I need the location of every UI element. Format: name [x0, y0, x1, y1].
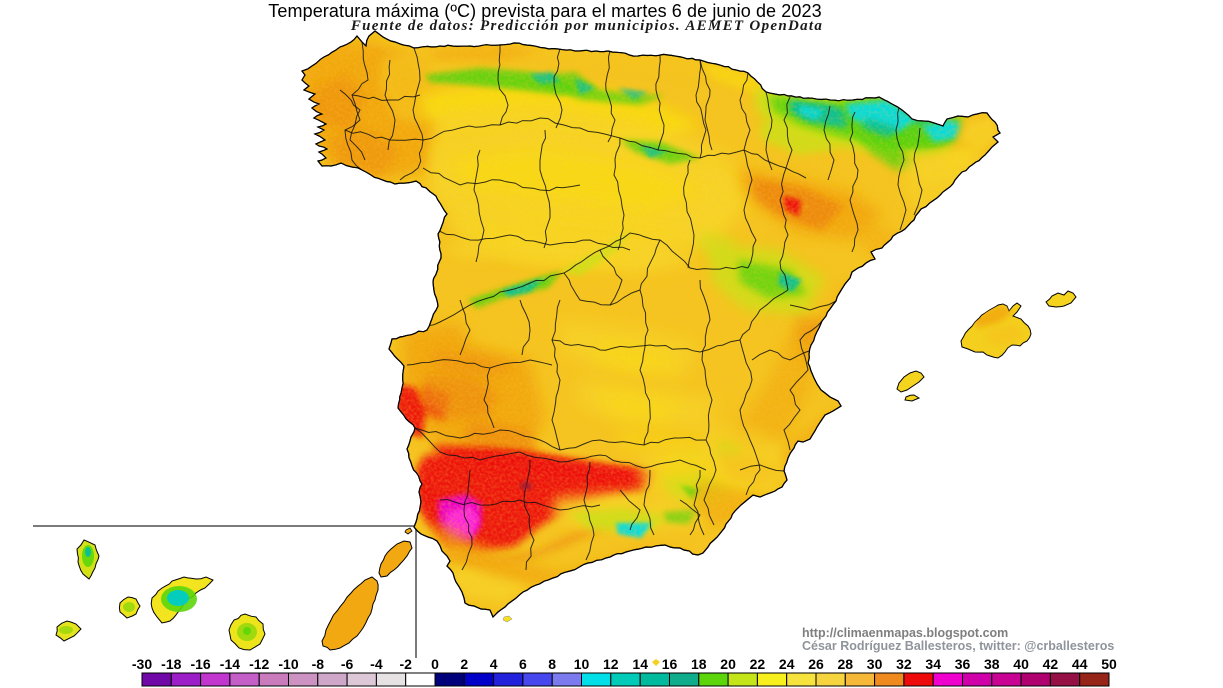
svg-text:34: 34	[925, 656, 941, 672]
svg-text:14: 14	[632, 656, 648, 672]
svg-text:-12: -12	[249, 656, 269, 672]
svg-text:-16: -16	[190, 656, 210, 672]
svg-text:32: 32	[896, 656, 912, 672]
svg-text:-30: -30	[132, 656, 152, 672]
svg-text:2: 2	[460, 656, 468, 672]
svg-text:18: 18	[691, 656, 707, 672]
svg-text:24: 24	[779, 656, 795, 672]
svg-text:-2: -2	[399, 656, 412, 672]
svg-text:30: 30	[867, 656, 883, 672]
svg-text:44: 44	[1072, 656, 1088, 672]
svg-text:10: 10	[574, 656, 590, 672]
svg-text:-10: -10	[278, 656, 298, 672]
svg-text:8: 8	[548, 656, 556, 672]
svg-text:40: 40	[1013, 656, 1029, 672]
svg-text:-8: -8	[312, 656, 325, 672]
svg-text:12: 12	[603, 656, 619, 672]
svg-text:28: 28	[838, 656, 854, 672]
svg-text:-6: -6	[341, 656, 354, 672]
svg-text:22: 22	[750, 656, 766, 672]
svg-text:4: 4	[490, 656, 498, 672]
svg-text:-4: -4	[370, 656, 383, 672]
svg-text:-14: -14	[220, 656, 240, 672]
svg-text:-18: -18	[161, 656, 181, 672]
svg-text:38: 38	[984, 656, 1000, 672]
svg-text:0: 0	[431, 656, 439, 672]
svg-text:42: 42	[1043, 656, 1059, 672]
svg-text:36: 36	[955, 656, 971, 672]
svg-text:50: 50	[1101, 656, 1117, 672]
svg-text:6: 6	[519, 656, 527, 672]
svg-text:16: 16	[662, 656, 678, 672]
svg-text:26: 26	[808, 656, 824, 672]
svg-text:20: 20	[720, 656, 736, 672]
